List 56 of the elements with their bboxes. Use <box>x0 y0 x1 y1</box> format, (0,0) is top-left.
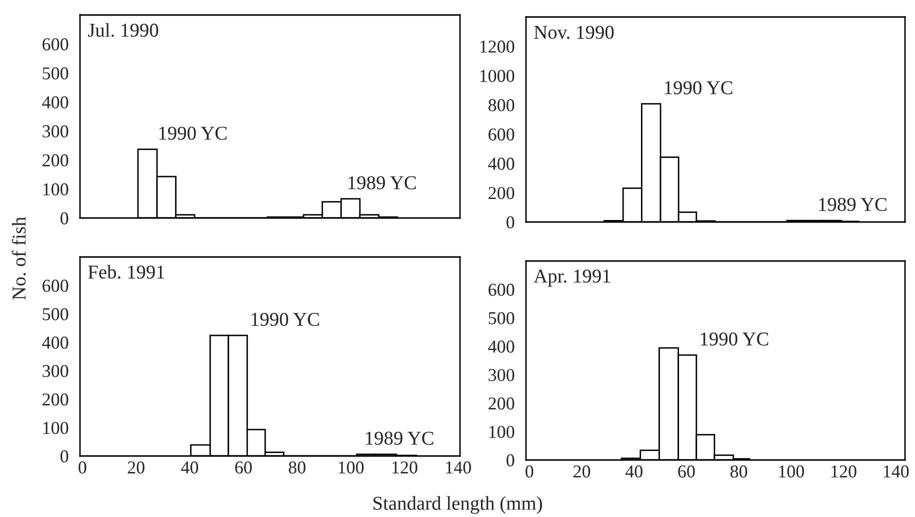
x-axis-title: Standard length (mm) <box>373 496 542 514</box>
y-tick-label: 500 <box>488 312 514 324</box>
chart-title: Nov. 1990 <box>534 26 614 39</box>
x-tick-label: 40 <box>625 465 642 478</box>
x-tick-label: 100 <box>338 461 364 474</box>
x-tick-label: 140 <box>884 465 909 478</box>
x-tick-label: 0 <box>526 465 534 478</box>
y-tick-label: 100 <box>43 183 68 196</box>
annotation: 1990 YC <box>159 126 227 140</box>
y-axis-title: No. of fish <box>12 216 26 300</box>
y-tick-label: 400 <box>42 336 68 349</box>
x-tick-label: 100 <box>779 465 804 478</box>
annotation: 1990 YC <box>252 312 319 326</box>
y-tick-label: 300 <box>488 368 514 382</box>
chart-title: Jul. 1990 <box>88 23 158 37</box>
chart-title: Apr. 1991 <box>534 270 610 287</box>
y-tick-label: 600 <box>42 280 68 292</box>
x-tick-label: 60 <box>678 465 695 478</box>
x-tick-label: 0 <box>78 461 86 474</box>
x-tick-label: 20 <box>128 461 144 474</box>
x-tick-label: 20 <box>574 465 590 478</box>
y-tick-label: 0 <box>60 212 68 224</box>
x-tick-label: 140 <box>446 461 471 474</box>
annotation: 1990 YC <box>700 332 768 346</box>
annotation: 1989 YC <box>819 198 886 212</box>
annotation: 1989 YC <box>348 176 416 190</box>
y-tick-label: 600 <box>42 38 68 50</box>
y-tick-label: 0 <box>60 450 68 462</box>
annotation: 1989 YC <box>366 432 434 445</box>
y-tick-label: 200 <box>42 154 68 166</box>
x-tick-label: 40 <box>181 461 198 474</box>
y-tick-label: 300 <box>42 364 68 378</box>
x-tick-label: 60 <box>235 461 252 474</box>
y-tick-label: 600 <box>488 284 514 296</box>
chart-title: Feb. 1991 <box>88 264 164 279</box>
y-tick-label: 100 <box>43 422 68 434</box>
y-tick-label: 200 <box>42 393 68 406</box>
y-tick-label: 800 <box>488 99 514 112</box>
y-tick-label: 500 <box>42 67 68 80</box>
y-tick-label: 300 <box>42 125 68 138</box>
y-tick-label: 1200 <box>480 40 514 53</box>
y-tick-label: 200 <box>488 397 514 410</box>
x-tick-label: 120 <box>392 461 418 474</box>
y-tick-label: 200 <box>488 186 514 200</box>
y-tick-label: 400 <box>488 158 514 170</box>
x-tick-label: 80 <box>288 461 306 474</box>
y-tick-label: 0 <box>506 216 514 228</box>
annotation: 1990 YC <box>665 81 732 94</box>
x-tick-label: 80 <box>730 465 748 478</box>
y-tick-label: 100 <box>489 426 514 438</box>
y-tick-label: 400 <box>42 96 68 108</box>
y-tick-label: 500 <box>42 308 68 320</box>
y-tick-label: 1000 <box>480 70 514 82</box>
x-tick-label: 120 <box>832 465 856 478</box>
y-tick-label: 600 <box>488 128 514 141</box>
y-tick-label: 400 <box>488 340 514 353</box>
